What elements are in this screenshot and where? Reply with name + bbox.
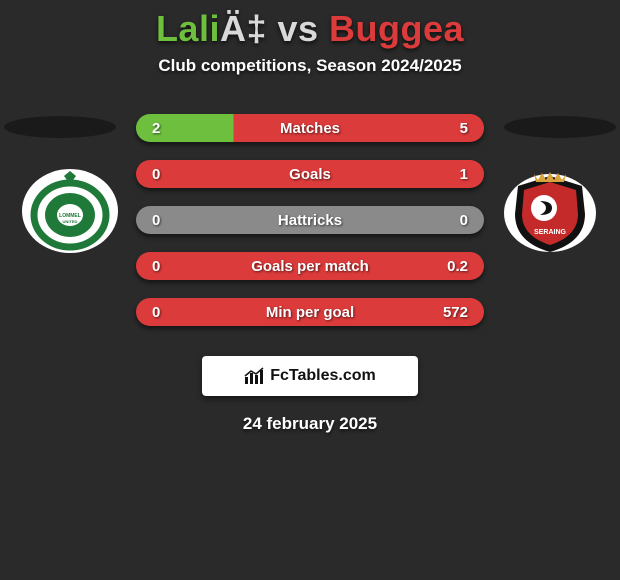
stat-bar: 0Hattricks0	[136, 206, 484, 234]
brand-text: FcTables.com	[270, 367, 376, 385]
stat-label: Min per goal	[136, 304, 484, 321]
stat-label: Hattricks	[136, 212, 484, 229]
player1-special-char: Ä‡	[220, 8, 267, 49]
club-logo-right-svg: SERAING	[500, 168, 600, 254]
stat-label: Goals per match	[136, 258, 484, 275]
player1-name: Lali	[156, 8, 220, 49]
brand-badge[interactable]: FcTables.com	[202, 356, 418, 396]
stat-label: Goals	[136, 166, 484, 183]
stat-bar: 0Goals per match0.2	[136, 252, 484, 280]
date-text: 24 february 2025	[0, 414, 620, 434]
svg-text:UNITED: UNITED	[63, 219, 78, 224]
stat-bar: 0Goals1	[136, 160, 484, 188]
stat-label: Matches	[136, 120, 484, 137]
page-title: LaliÄ‡ vs Buggea	[0, 0, 620, 50]
vs-separator: vs	[267, 8, 329, 49]
svg-text:SERAING: SERAING	[534, 229, 566, 236]
shadow-left	[4, 116, 116, 138]
club-logo-right: SERAING	[500, 168, 600, 254]
comparison-content: LOMMEL UNITED SERAING 2Matches5 0Goals1 0H…	[0, 104, 620, 344]
shadow-right	[504, 116, 616, 138]
stat-bars: 2Matches5 0Goals1 0Hattricks0 0Goals per ma…	[136, 114, 484, 344]
player2-name: Buggea	[329, 8, 464, 49]
club-logo-left: LOMMEL UNITED	[20, 168, 120, 254]
stat-bar: 2Matches5	[136, 114, 484, 142]
stat-bar: 0Min per goal572	[136, 298, 484, 326]
subtitle: Club competitions, Season 2024/2025	[0, 56, 620, 76]
club-logo-left-svg: LOMMEL UNITED	[20, 168, 120, 254]
chart-icon	[244, 367, 266, 385]
